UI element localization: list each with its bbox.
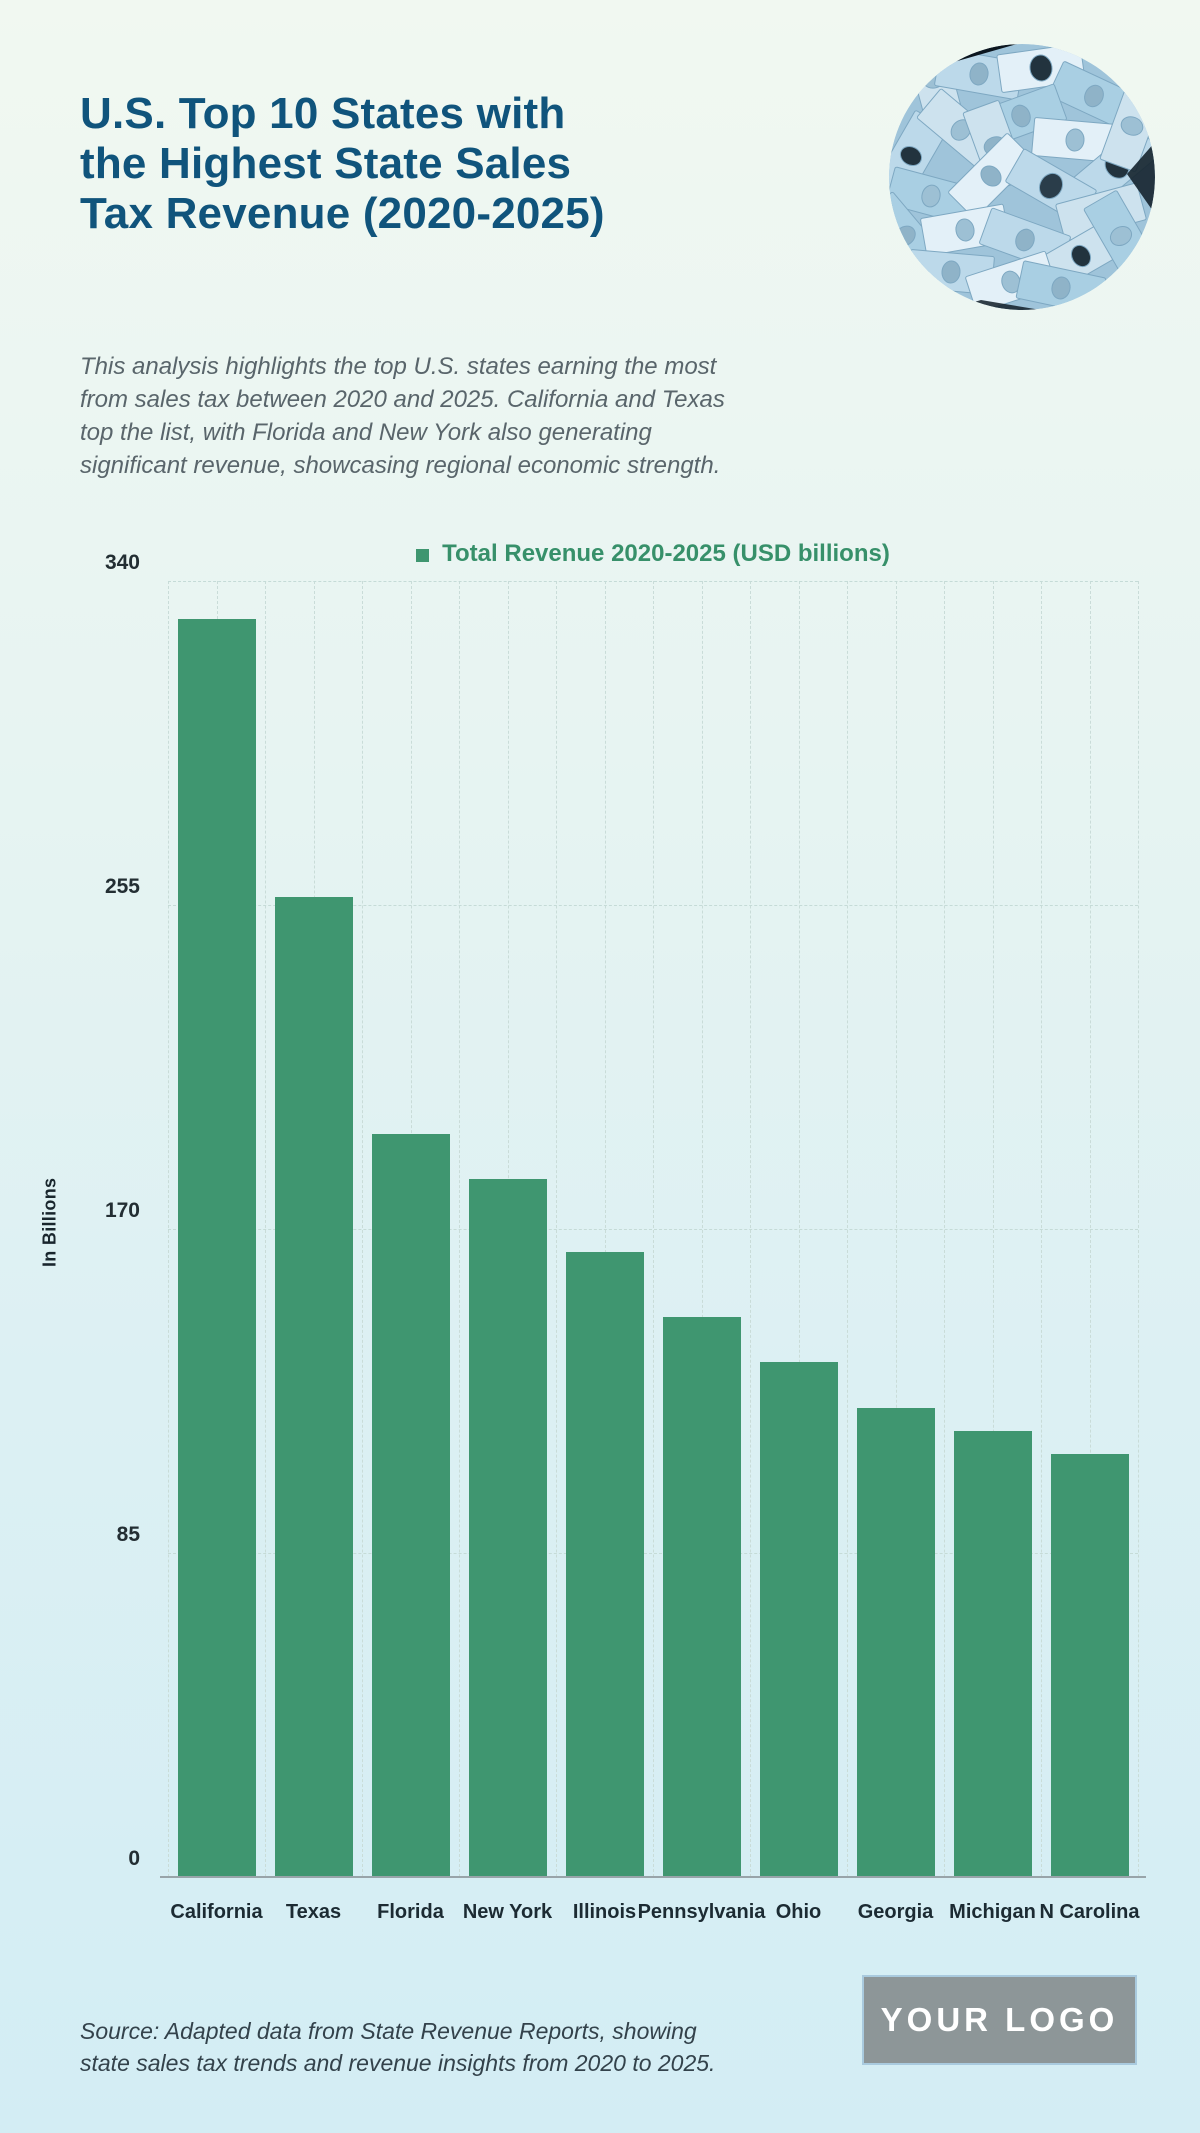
logo-text: YOUR LOGO [880,2001,1119,2038]
bar-n-carolina [1050,1453,1129,1877]
gridline-v [1138,581,1139,1877]
bar-california [177,619,256,1877]
bar-chart-plot-area [168,581,1139,1877]
bar-pennsylvania [662,1316,741,1877]
logo-placeholder: YOUR LOGO [862,1975,1137,2065]
y-tick-label: 340 [104,551,140,574]
chart-legend: Total Revenue 2020-2025 (USD billions) [168,540,1138,568]
gridline-h [168,1553,1138,1554]
x-tick-label: N Carolina [1039,1901,1140,1923]
x-tick-label: Georgia [857,1901,934,1923]
gridline-h [168,1229,1138,1230]
legend-label: Total Revenue 2020-2025 (USD billions) [442,540,890,567]
x-tick-label: California [170,1901,263,1923]
y-tick-label: 170 [104,1199,140,1222]
bar-ohio [759,1362,838,1877]
chart-description: This analysis highlights the top U.S. st… [80,353,725,479]
x-tick-label: Ohio [775,1901,822,1923]
page-title: U.S. Top 10 States with the Highest State… [80,89,605,239]
bar-michigan [953,1431,1032,1877]
x-axis-tick-labels: California Texas Florida New York Illinois Pe… [168,1901,1139,1931]
x-axis-line [160,1876,1146,1878]
bar-illinois [565,1251,644,1877]
money-photo-illustration [889,44,1155,310]
bar-florida [371,1133,450,1877]
x-tick-label: Illinois [572,1901,637,1923]
y-tick-label: 0 [128,1847,140,1870]
y-tick-label: 85 [116,1523,140,1546]
legend-swatch [416,548,430,562]
y-tick-label: 255 [104,875,140,898]
gridline-h [168,581,1138,582]
bar-georgia [856,1408,935,1877]
bar-texas [274,897,353,1877]
money-photo [889,44,1155,310]
x-tick-label: New York [462,1901,553,1923]
x-tick-label: Texas [285,1901,342,1923]
y-axis-title: In Billions [39,1177,60,1267]
x-tick-label: Florida [377,1901,444,1923]
source-note: Source: Adapted data from State Revenue … [80,2018,716,2076]
bar-new-york [468,1179,547,1877]
x-tick-label: Pennsylvania [637,1901,766,1923]
x-tick-label: Michigan [949,1901,1036,1923]
gridline-h [168,905,1138,906]
